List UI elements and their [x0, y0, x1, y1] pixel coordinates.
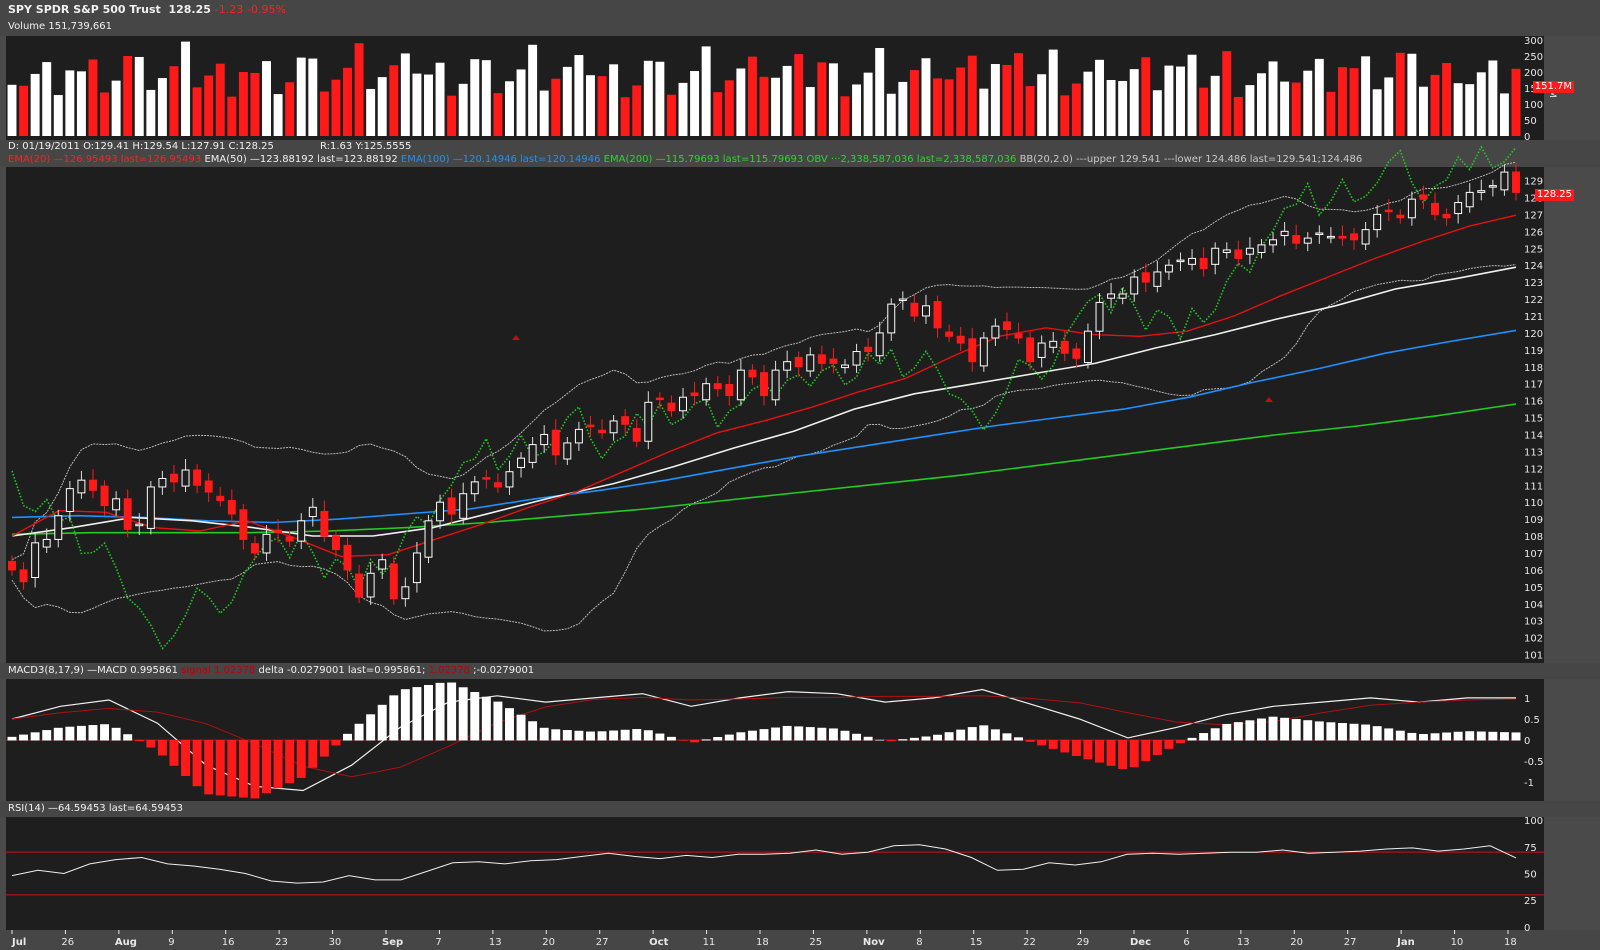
study-macd[interactable]: MACD3(8,17,9) —MACD 0.995861 — [8, 665, 178, 676]
study-macd-delta-last: ;-0.0279001 — [473, 665, 535, 676]
rsi-panel[interactable] — [6, 817, 1544, 930]
ohlc-open: O:129.41 — [83, 141, 130, 152]
ohlc-range: R:1.63 — [320, 141, 353, 152]
study-bb[interactable]: BB(20,2.0) ---upper 129.541 ---lower 124… — [1019, 154, 1363, 165]
last-price: 128.25 — [168, 3, 211, 16]
study-ema200[interactable]: EMA(200) —115.79693 last=115.79693 — [603, 154, 804, 165]
study-macd-delta[interactable]: delta -0.0279001 last=0.995861; — [258, 665, 426, 676]
change-pct: -0.95% — [247, 3, 286, 16]
change: -1.23 — [214, 3, 244, 16]
study-ema20[interactable]: EMA(20) —126.95493 last=126.95493 — [8, 154, 202, 165]
volume-last-tag: 151.7M — [1532, 81, 1574, 93]
study-macd-signal[interactable]: signal 1.02378 — [181, 665, 256, 676]
volume-label: Volume 151,739,661 — [8, 21, 112, 32]
symbol: SPY — [8, 3, 32, 16]
ohlc-bar: D: 01/19/2011 O:129.41 H:129.54 L:127.91… — [0, 140, 1600, 167]
ohlc-high: H:129.54 — [132, 141, 179, 152]
price-panel[interactable] — [6, 167, 1544, 663]
macd-header: MACD3(8,17,9) —MACD 0.995861 signal 1.02… — [0, 663, 1600, 679]
header-bar: SPY SPDR S&P 500 Trust 128.25 -1.23 -0.9… — [0, 0, 1600, 36]
volume-panel[interactable] — [6, 36, 1544, 140]
ohlc-close: C:128.25 — [228, 141, 274, 152]
study-obv[interactable]: OBV ···2,338,587,036 last=2,338,587,036 — [806, 154, 1017, 165]
ohlc-date: D: 01/19/2011 — [8, 141, 80, 152]
rsi-header: RSI(14) —64.59453 last=64.59453 — [0, 801, 1600, 817]
study-ema100[interactable]: EMA(100) —120.14946 last=120.14946 — [400, 154, 601, 165]
macd-panel[interactable] — [6, 679, 1544, 801]
price-last-tag: 128.25 — [1535, 189, 1574, 201]
study-rsi[interactable]: RSI(14) —64.59453 last=64.59453 — [8, 803, 183, 814]
study-macd-signal-last: 1.02378 — [428, 665, 470, 676]
security-name: SPDR S&P 500 Trust — [35, 3, 161, 16]
x-axis — [0, 930, 1600, 950]
study-ema50[interactable]: EMA(50) —123.88192 last=123.88192 — [204, 154, 398, 165]
ohlc-y: Y:125.5555 — [355, 141, 412, 152]
ohlc-low: L:127.91 — [181, 141, 226, 152]
